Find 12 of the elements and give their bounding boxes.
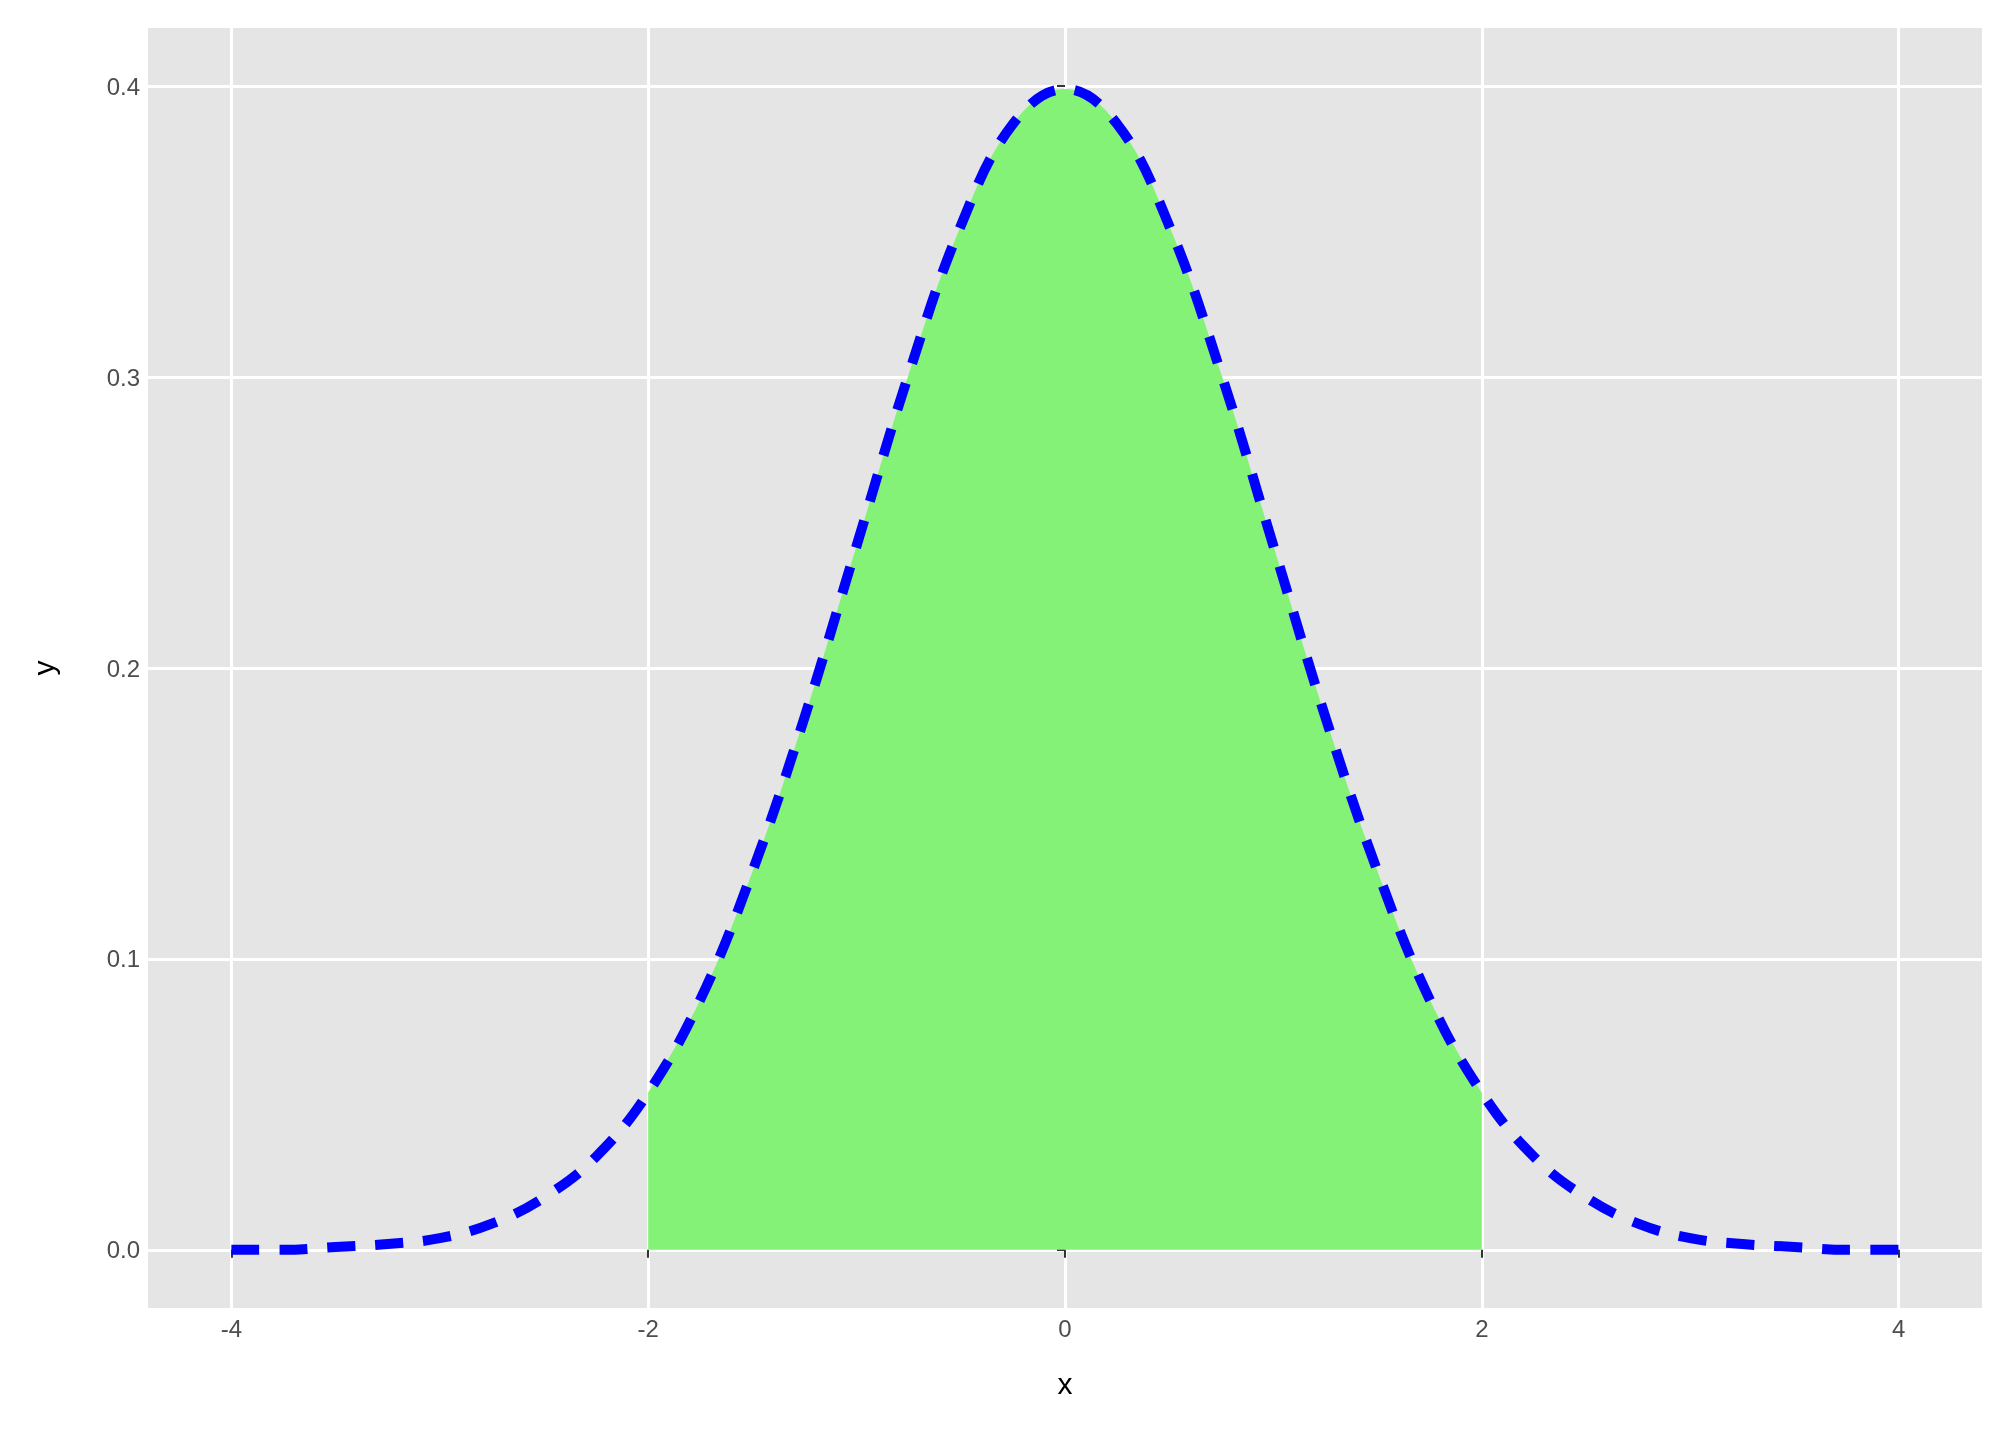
y-axis-title: y [26, 660, 60, 676]
x-tick-label: 0 [1058, 1314, 1072, 1342]
x-tick-label: 4 [1891, 1314, 1906, 1342]
y-tick-label: 0.3 [106, 363, 140, 391]
y-tick-label: 0.4 [106, 72, 140, 100]
x-tick-label: -2 [637, 1314, 659, 1342]
y-tick-label: 0.2 [106, 654, 140, 682]
x-axis-title: x [1057, 1366, 1073, 1400]
y-tick-label: 0.0 [106, 1236, 140, 1264]
x-tick-label: 2 [1475, 1314, 1489, 1342]
x-tick-label: -4 [220, 1314, 243, 1342]
y-tick-label: 0.1 [106, 945, 140, 973]
